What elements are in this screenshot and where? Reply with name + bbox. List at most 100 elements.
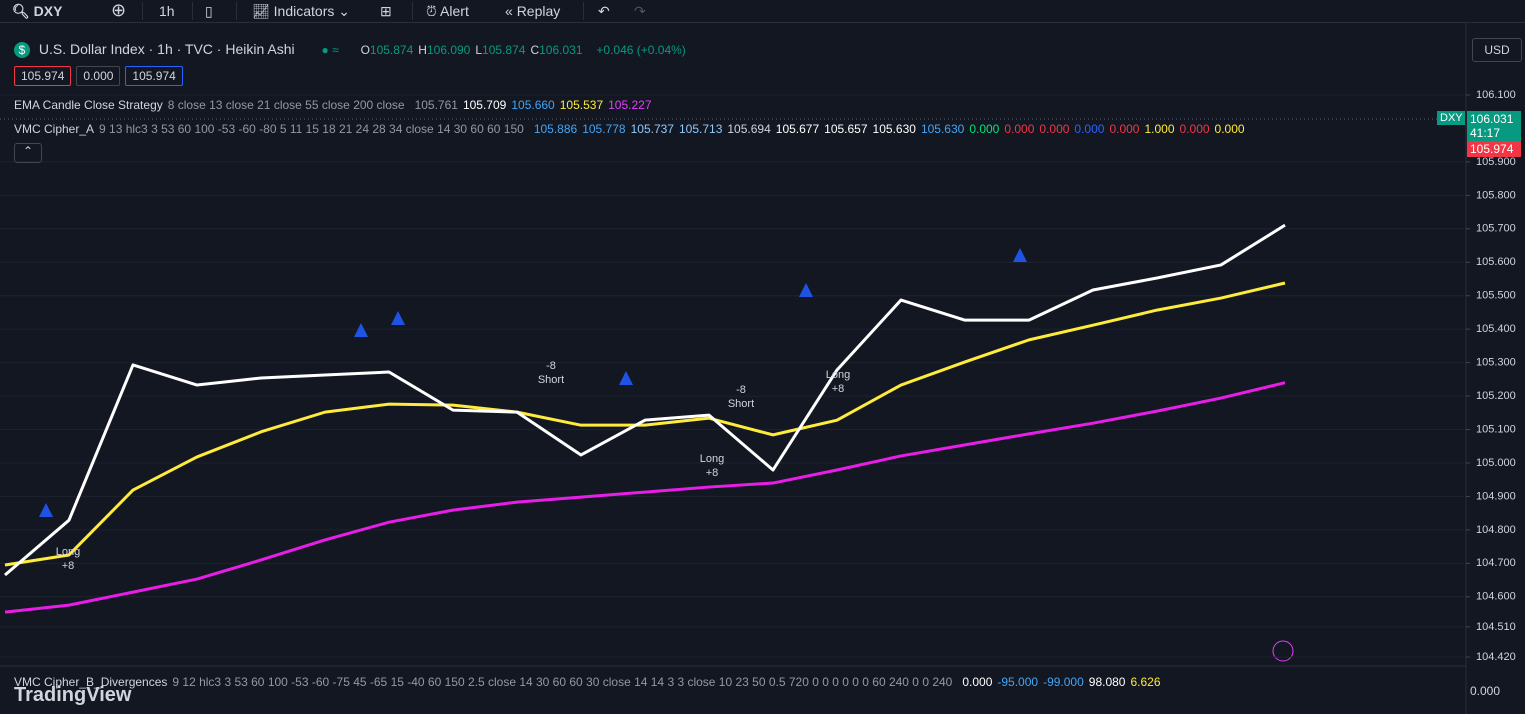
indicator-value: -95.000	[997, 675, 1039, 689]
y-tick-label: 105.300	[1476, 357, 1516, 369]
value-box: 105.974	[14, 66, 72, 86]
y-tick-label: 105.500	[1476, 290, 1516, 302]
indicator-params: 8 close 13 close 21 close 55 close 200 c…	[167, 98, 405, 112]
indicator-value: 98.080	[1088, 675, 1126, 689]
line-price-label: 105.974	[1467, 141, 1521, 157]
y-tick-label: 105.400	[1476, 323, 1516, 335]
signal-annotation: +8	[832, 383, 845, 395]
ema-line	[4, 381, 1286, 614]
signal-triangle	[391, 311, 405, 325]
indicator-params: 9 13 hlc3 3 53 60 100 -53 -60 -80 5 11 1…	[99, 122, 524, 136]
y-tick-label: 104.600	[1476, 591, 1516, 603]
y-tick-label: 105.600	[1476, 256, 1516, 268]
ohlc-value: 106.090	[426, 43, 471, 57]
indicator-value: 6.626	[1130, 675, 1161, 689]
indicator-params: 9 12 hlc3 3 53 60 100 -53 -60 -75 45 -65…	[172, 675, 953, 689]
indicator-value: 105.761	[414, 98, 458, 112]
lightning-button[interactable]	[1272, 640, 1294, 662]
signal-triangle	[39, 503, 53, 517]
indicator-value: 105.657	[824, 122, 868, 136]
ema-line	[4, 223, 1286, 577]
indicator-name: VMC Cipher_A	[14, 122, 95, 136]
y-tick-label: 105.900	[1476, 156, 1516, 168]
indicator-value: 105.630	[920, 122, 965, 136]
top-toolbar: 🔍︎ DXY ⊕ 1h ▯ 📈︎ Indicators ⌄ ⊞ ⏰︎ Alert…	[0, 0, 1525, 23]
indicator-value: 105.886	[533, 122, 578, 136]
add-symbol[interactable]: ⊕	[111, 0, 127, 20]
alert-button[interactable]: ⏰︎ Alert	[426, 3, 469, 19]
signal-triangle	[619, 371, 633, 385]
indicator-name: EMA Candle Close Strategy	[14, 98, 163, 112]
osc-tick: 0.000	[1470, 684, 1501, 698]
logo: TradingView	[14, 684, 132, 706]
indicator-value: 0.000	[1214, 122, 1245, 136]
indicator-value: 0.000	[1074, 122, 1105, 136]
ohlc-key: O	[360, 43, 370, 57]
interval[interactable]: 1h	[159, 3, 175, 19]
y-tick-label: 104.420	[1476, 651, 1516, 663]
y-tick-label: 106.100	[1476, 89, 1516, 101]
indicator-value: 0.000	[962, 675, 993, 689]
countdown: 41:17	[1470, 126, 1501, 140]
symbol-label: DXY	[1437, 111, 1465, 125]
signal-annotation: -8	[546, 360, 556, 372]
replay-label: Replay	[516, 3, 561, 19]
symbol-search[interactable]: 🔍︎ DXY	[12, 3, 63, 19]
signal-annotation: Long	[700, 453, 724, 465]
ema-line	[4, 281, 1286, 567]
signal-annotation: Long	[826, 369, 850, 381]
last-price: 106.031	[1470, 112, 1514, 126]
legend-title: U.S. Dollar Index · 1h · TVC · Heikin As…	[38, 41, 295, 57]
indicator-value: 0.000	[1004, 122, 1035, 136]
value-box: 105.974	[125, 66, 183, 86]
last-price-label: 106.031 41:17	[1467, 111, 1521, 141]
main-legend: $ U.S. Dollar Index · 1h · TVC · Heikin …	[14, 41, 691, 58]
signal-triangle	[1013, 248, 1027, 262]
indicator-value: 0.000	[1179, 122, 1210, 136]
redo[interactable]: ↷	[634, 3, 646, 19]
indicator-legend: VMC Cipher_B_Divergences 9 12 hlc3 3 53 6…	[14, 675, 1166, 689]
y-tick-label: 104.510	[1476, 621, 1516, 633]
collapse-legend[interactable]: ⌃	[14, 143, 42, 163]
ohlc-value: 105.874	[369, 43, 414, 57]
signal-triangle	[354, 323, 368, 337]
indicator-value: 105.713	[678, 122, 723, 136]
currency-button[interactable]: USD	[1472, 38, 1522, 62]
y-tick-label: 105.000	[1476, 457, 1516, 469]
indicator-value: 0.000	[969, 122, 1000, 136]
ohlc: O105.874 H106.090 L105.874 C106.031	[361, 43, 588, 57]
indicator-value: 105.778	[582, 122, 626, 136]
ohlc-key: C	[530, 43, 540, 57]
indicators-label: Indicators	[273, 3, 335, 19]
signal-annotation: Long	[56, 546, 80, 558]
indicator-value: 105.630	[872, 122, 916, 136]
y-tick-label: 105.200	[1476, 390, 1516, 402]
indicators-button[interactable]: 📈︎ Indicators ⌄	[252, 3, 350, 19]
separator	[412, 2, 413, 20]
separator	[142, 2, 143, 20]
y-tick-label: 105.800	[1476, 189, 1516, 201]
separator	[236, 2, 237, 20]
ohlc-value: 106.031	[539, 43, 583, 57]
indicator-value: 0.000	[1109, 122, 1140, 136]
y-tick-label: 105.700	[1476, 223, 1516, 235]
indicator-value: 105.737	[630, 122, 674, 136]
signal-triangle	[799, 283, 813, 297]
value-box: 0.000	[76, 66, 121, 86]
y-tick-label: 104.900	[1476, 490, 1516, 502]
plot-bg	[0, 23, 1466, 714]
replay-button[interactable]: « Replay	[505, 3, 561, 19]
signal-annotation: +8	[706, 467, 719, 479]
y-tick-label: 105.100	[1476, 423, 1516, 435]
indicator-value: 105.537	[559, 98, 604, 112]
undo[interactable]: ↶	[598, 3, 610, 19]
signal-annotation: Short	[538, 374, 564, 386]
y-tick-label: 104.700	[1476, 557, 1516, 569]
templates[interactable]: ⊞	[380, 3, 392, 19]
ohlc-key: H	[418, 43, 427, 57]
indicator-value: 0.000	[1039, 122, 1070, 136]
separator	[192, 2, 193, 20]
symbol: DXY	[33, 3, 63, 19]
chart-type[interactable]: ▯	[205, 3, 213, 19]
indicator-value: 1.000	[1144, 122, 1175, 136]
